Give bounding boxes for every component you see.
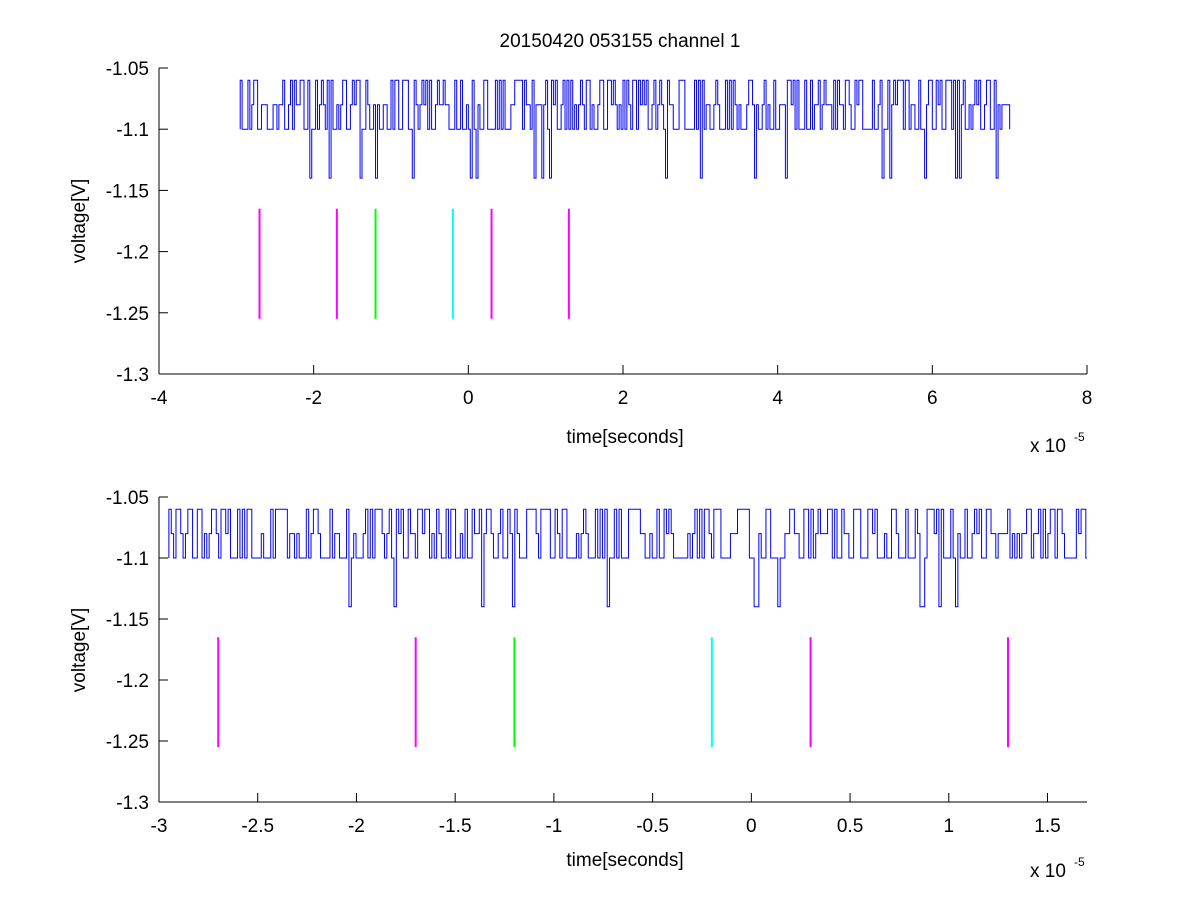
y-tick-label: -1.1 bbox=[116, 120, 149, 141]
y-tick-label: -1.05 bbox=[106, 488, 149, 509]
y-tick-label: -1.1 bbox=[116, 549, 149, 570]
y-axis-label: voltage[V] bbox=[69, 608, 90, 693]
bottom-axes: -1.3 -1.25 -1.2 -1.15 -1.1 -1.05 -3 -2.5 -2 -1.5 -… bbox=[69, 488, 1087, 882]
x-tick-label: 6 bbox=[927, 388, 938, 409]
x-multiplier-label: x 10 bbox=[1030, 436, 1066, 457]
x-tick-label: 0 bbox=[746, 816, 757, 837]
y-tick-label: -1.15 bbox=[106, 610, 149, 631]
top-axes: -1.3 -1.25 -1.2 -1.15 -1.1 -1.05 -4 -2 0 2 4 6 8 time… bbox=[69, 59, 1092, 457]
y-tick-label: -1.15 bbox=[106, 181, 149, 202]
x-tick-label: -2 bbox=[348, 816, 365, 837]
figure-title: 20150420 053155 channel 1 bbox=[500, 31, 741, 52]
x-tick-label: 1.5 bbox=[1034, 816, 1060, 837]
x-tick-label: 2 bbox=[618, 388, 629, 409]
y-tick-label: -1.05 bbox=[106, 59, 149, 80]
x-tick-label: 0.5 bbox=[837, 816, 863, 837]
y-tick-label: -1.25 bbox=[106, 732, 149, 753]
x-multiplier-exponent: -5 bbox=[1074, 430, 1085, 444]
y-tick-label: -1.3 bbox=[116, 365, 149, 386]
y-tick-label: -1.3 bbox=[116, 793, 149, 814]
x-tick-label: 8 bbox=[1082, 388, 1093, 409]
x-tick-label: -3 bbox=[151, 816, 168, 837]
voltage-trace bbox=[239, 79, 1011, 179]
x-tick-label: 4 bbox=[772, 388, 783, 409]
x-tick-label: -2.5 bbox=[241, 816, 274, 837]
x-axis-label: time[seconds] bbox=[566, 850, 683, 871]
x-tick-label: -0.5 bbox=[636, 816, 669, 837]
x-tick-label: -1 bbox=[545, 816, 562, 837]
voltage-trace bbox=[168, 508, 1087, 608]
x-tick-label: 0 bbox=[463, 388, 474, 409]
x-multiplier-label: x 10 bbox=[1030, 861, 1066, 882]
x-tick-label: 1 bbox=[943, 816, 954, 837]
y-tick-label: -1.25 bbox=[106, 304, 149, 325]
x-multiplier-exponent: -5 bbox=[1074, 855, 1085, 869]
x-tick-label: -2 bbox=[305, 388, 322, 409]
y-tick-label: -1.2 bbox=[116, 243, 149, 264]
x-tick-label: -4 bbox=[151, 388, 168, 409]
y-axis-label: voltage[V] bbox=[69, 179, 90, 264]
x-tick-label: -1.5 bbox=[439, 816, 472, 837]
x-axis-label: time[seconds] bbox=[566, 427, 683, 448]
y-tick-label: -1.2 bbox=[116, 671, 149, 692]
